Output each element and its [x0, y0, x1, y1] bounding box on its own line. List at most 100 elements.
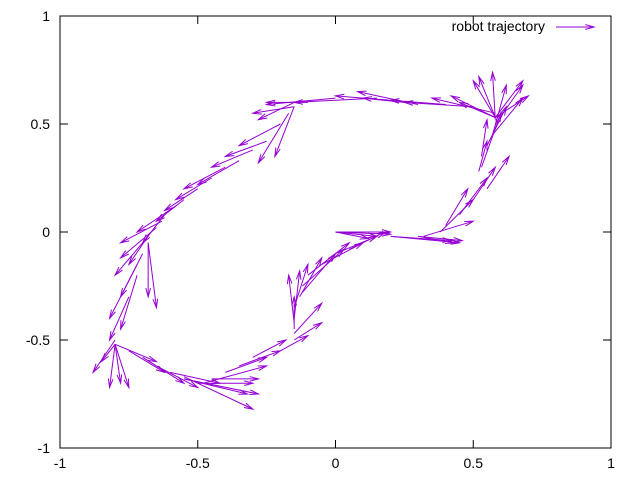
trajectory-arrow: [114, 344, 123, 386]
trajectory-arrow-head: [501, 154, 511, 166]
trajectory-arrow: [128, 350, 167, 374]
trajectory-arrow-head: [274, 147, 281, 159]
trajectory-arrow-shaft: [197, 160, 240, 185]
trajectory-arrow-shaft: [293, 322, 322, 341]
trajectory-arrow: [156, 365, 200, 389]
trajectory-arrow-head: [479, 176, 489, 187]
trajectory-arrow: [264, 99, 308, 106]
trajectory-arrow-head: [91, 363, 101, 374]
trajectory-arrow-shaft: [418, 235, 463, 242]
trajectory-arrow-head: [123, 378, 130, 390]
trajectory-arrow: [147, 242, 159, 310]
trajectory-arrow-head: [209, 161, 221, 168]
trajectory-arrow-head: [249, 389, 261, 396]
trajectory-arrow: [182, 166, 226, 190]
trajectory-arrow-head: [257, 365, 269, 371]
trajectory-arrow-head: [460, 187, 469, 198]
trajectory-arrow-head: [515, 83, 524, 94]
axis-ticks: [59, 15, 612, 449]
trajectory-arrow-shaft: [225, 140, 267, 157]
trajectory-arrow-head: [163, 203, 174, 212]
trajectory-arrow-head: [256, 113, 268, 121]
trajectory-arrow: [486, 154, 511, 190]
trajectory-arrow: [402, 100, 474, 108]
trajectory-arrow: [107, 344, 116, 390]
trajectory-arrow-head: [515, 79, 524, 90]
trajectory-arrow-shaft: [156, 199, 185, 222]
trajectory-arrow-head: [127, 255, 137, 266]
trajectory-arrow-head: [152, 298, 159, 310]
trajectory-arrow-head: [108, 309, 116, 321]
trajectory-arrow: [197, 380, 255, 387]
trajectory-arrow-shaft: [492, 72, 496, 120]
trajectory-arrow-shaft: [211, 149, 254, 168]
trajectory-arrow-head: [376, 231, 387, 239]
trajectory-arrow: [223, 140, 267, 158]
trajectory-arrow: [257, 112, 290, 165]
trajectory-arrow: [355, 90, 419, 106]
trajectory-arrow-head: [118, 236, 130, 244]
trajectory-arrow-head: [302, 262, 309, 274]
trajectory-arrow-shaft: [266, 97, 336, 106]
trajectory-arrow: [250, 106, 295, 115]
trajectory-arrow-head: [449, 95, 461, 103]
trajectory-arrow: [445, 187, 469, 226]
trajectory-arrow-shaft: [225, 356, 267, 373]
trajectory-arrow-shaft: [307, 242, 350, 276]
x-tick-label: -1: [54, 455, 67, 471]
trajectory-arrow-shaft: [120, 220, 163, 244]
trajectory-arrow-head: [174, 192, 185, 201]
trajectory-arrow-shaft: [100, 344, 116, 362]
trajectory-arrows: [91, 70, 530, 410]
trajectory-arrow: [145, 242, 151, 299]
trajectory-arrow-shaft: [128, 350, 165, 373]
trajectory-arrow-shaft: [492, 84, 507, 135]
trajectory-arrow: [280, 334, 310, 352]
trajectory-arrow: [135, 205, 176, 234]
trajectory-arrow: [114, 343, 159, 363]
trajectory-arrow-head: [499, 104, 508, 116]
trajectory-arrow: [459, 176, 489, 216]
trajectory-arrow-shaft: [302, 248, 345, 287]
trajectory-arrow-shaft: [299, 257, 323, 298]
trajectory-arrow-shaft: [335, 95, 391, 101]
trajectory-arrow-shaft: [478, 76, 496, 118]
trajectory-arrow-shaft: [335, 231, 369, 239]
trajectory-arrow-shaft: [439, 199, 474, 233]
trajectory-arrow-shaft: [445, 188, 469, 226]
trajectory-arrow: [349, 231, 387, 250]
trajectory-arrow-head: [501, 83, 507, 95]
trajectory-arrow-shaft: [147, 242, 157, 308]
trajectory-arrow: [142, 356, 186, 385]
trajectory-arrow: [183, 378, 261, 396]
y-tick-label: 0.5: [31, 116, 51, 132]
y-tick-label: -1: [38, 440, 51, 456]
trajectory-arrow-shaft: [203, 365, 267, 384]
trajectory-arrow-shaft: [175, 177, 212, 201]
trajectory-arrow-head: [355, 90, 367, 97]
trajectory-arrow: [494, 79, 524, 118]
trajectory-arrow-shaft: [252, 106, 295, 114]
trajectory-arrow: [209, 149, 254, 168]
trajectory-arrow: [478, 139, 488, 172]
trajectory-arrow-shaft: [258, 101, 295, 121]
trajectory-arrow-shaft: [252, 339, 287, 358]
trajectory-arrow: [307, 241, 351, 276]
trajectory-arrow: [293, 301, 324, 334]
trajectory-arrow-head: [402, 100, 414, 106]
trajectory-arrow: [286, 273, 295, 323]
trajectory-arrow: [494, 83, 524, 125]
trajectory-arrow-shaft: [472, 80, 496, 118]
trajectory-arrow-shaft: [114, 235, 149, 276]
tick-labels: -1 -0.5 0 0.5 1 -1 -0.5 0 0.5 1: [26, 8, 615, 471]
trajectory-arrow-head: [333, 93, 345, 100]
x-tick-label: 1: [607, 455, 615, 471]
trajectory-arrow: [238, 350, 283, 367]
trajectory-arrow-head: [482, 117, 489, 129]
trajectory-arrow-head: [223, 150, 235, 158]
trajectory-arrow-head: [116, 374, 123, 386]
trajectory-arrow-head: [188, 381, 200, 389]
trajectory-arrow-head: [313, 301, 324, 312]
trajectory-arrow: [495, 94, 530, 118]
trajectory-arrow-shaft: [423, 220, 474, 237]
